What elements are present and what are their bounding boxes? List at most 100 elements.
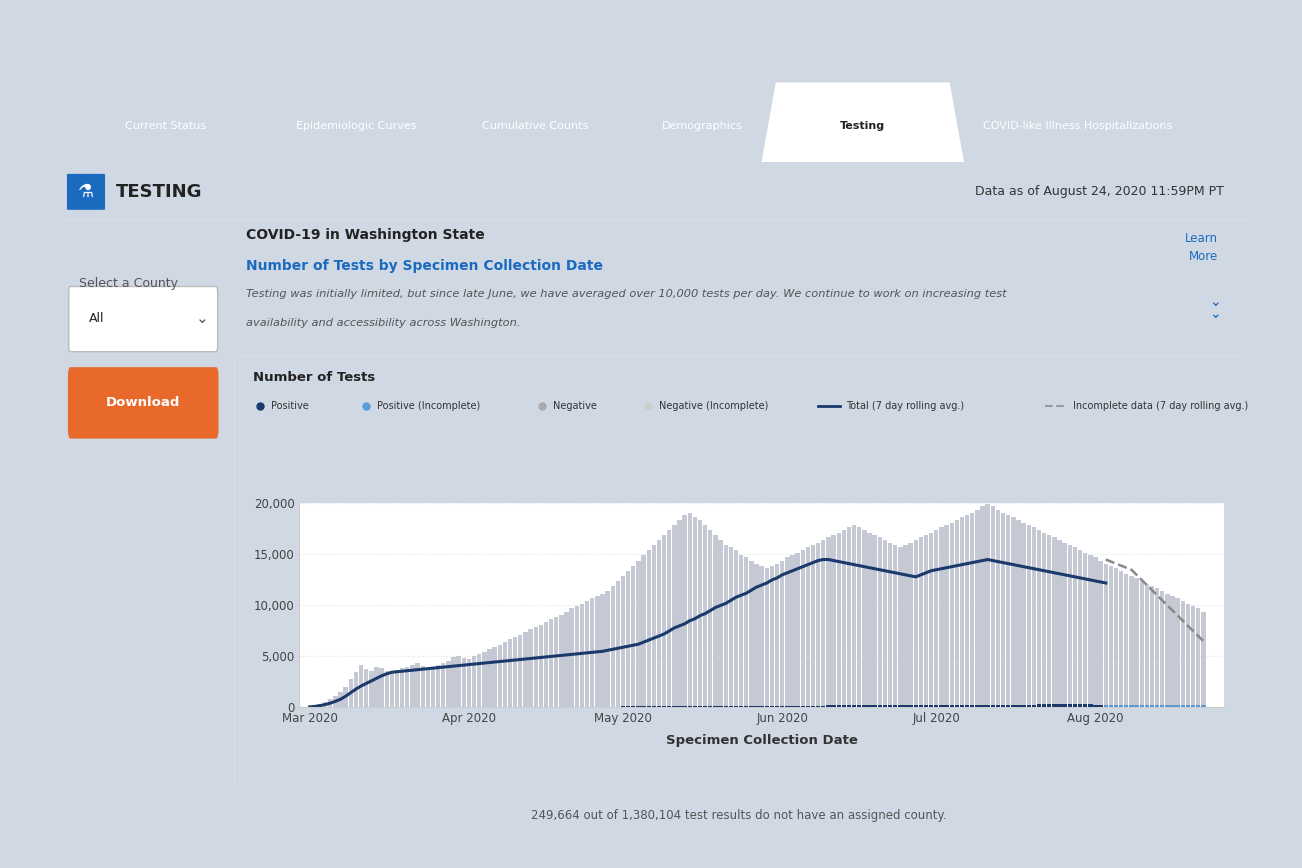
Bar xyxy=(1109,705,1113,707)
Bar xyxy=(836,706,841,707)
Bar xyxy=(1031,527,1036,707)
Bar xyxy=(529,629,533,707)
Bar xyxy=(1150,705,1154,707)
Bar xyxy=(370,671,374,707)
Bar xyxy=(928,533,934,707)
Bar xyxy=(365,668,368,707)
Bar xyxy=(318,704,322,707)
Bar xyxy=(1160,591,1164,707)
Text: Negative (Incomplete): Negative (Incomplete) xyxy=(659,401,768,411)
Bar xyxy=(1088,556,1092,707)
Bar xyxy=(729,548,733,707)
Bar xyxy=(1202,705,1206,707)
Bar xyxy=(1094,705,1098,707)
Bar xyxy=(436,665,440,707)
Bar xyxy=(939,705,944,707)
Bar xyxy=(811,545,815,707)
Bar xyxy=(564,612,569,707)
Text: Epidemiologic Curves: Epidemiologic Curves xyxy=(297,122,417,131)
Bar xyxy=(333,696,337,707)
Bar xyxy=(703,706,707,707)
Bar xyxy=(852,706,857,707)
Bar xyxy=(487,649,492,707)
Text: Download: Download xyxy=(105,396,181,409)
Bar xyxy=(991,507,995,707)
Bar xyxy=(1197,705,1200,707)
Bar xyxy=(949,705,954,707)
Bar xyxy=(764,706,769,707)
Bar xyxy=(1160,705,1164,707)
Bar xyxy=(349,679,353,707)
Text: Total (7 day rolling avg.): Total (7 day rolling avg.) xyxy=(846,401,963,411)
Bar xyxy=(389,673,395,707)
Bar xyxy=(1052,537,1057,707)
Bar xyxy=(1052,705,1057,707)
Bar xyxy=(996,510,1000,707)
Bar xyxy=(790,706,794,707)
Bar xyxy=(872,535,876,707)
Bar xyxy=(924,535,928,707)
Bar xyxy=(790,556,794,707)
Bar xyxy=(986,504,990,707)
Bar xyxy=(806,706,810,707)
Bar xyxy=(1129,575,1134,707)
Bar xyxy=(457,656,461,707)
Bar xyxy=(344,687,348,707)
Text: Data as of August 24, 2020 11:59PM PT: Data as of August 24, 2020 11:59PM PT xyxy=(975,186,1224,198)
Bar xyxy=(888,705,892,707)
Bar xyxy=(708,706,712,707)
Bar xyxy=(611,586,615,707)
Bar xyxy=(1001,705,1005,707)
Bar xyxy=(544,621,548,707)
Text: Select a County: Select a County xyxy=(79,277,178,290)
Bar xyxy=(883,540,887,707)
Bar xyxy=(1129,705,1134,707)
Bar xyxy=(965,705,969,707)
Bar xyxy=(1155,589,1159,707)
Bar xyxy=(1144,584,1150,707)
FancyBboxPatch shape xyxy=(68,367,219,438)
Bar xyxy=(806,548,810,707)
Bar xyxy=(574,607,579,707)
Bar xyxy=(1155,705,1159,707)
Bar xyxy=(996,705,1000,707)
Bar xyxy=(1001,513,1005,707)
Bar xyxy=(400,667,405,707)
Bar xyxy=(1150,586,1154,707)
Bar xyxy=(1073,548,1077,707)
Bar xyxy=(764,568,769,707)
Bar xyxy=(785,557,789,707)
Bar xyxy=(549,619,553,707)
Bar xyxy=(919,705,923,707)
Bar xyxy=(1124,574,1129,707)
Bar xyxy=(713,706,717,707)
Bar xyxy=(1083,554,1087,707)
Bar xyxy=(749,706,754,707)
Bar xyxy=(497,645,503,707)
Bar xyxy=(1088,705,1092,707)
Text: COVID-like Illness Hospitalizations: COVID-like Illness Hospitalizations xyxy=(983,122,1172,131)
Bar xyxy=(1042,533,1047,707)
Bar xyxy=(590,598,595,707)
FancyBboxPatch shape xyxy=(69,286,217,352)
Bar xyxy=(888,543,892,707)
Bar xyxy=(934,530,939,707)
Bar xyxy=(462,659,466,707)
Bar xyxy=(832,706,836,707)
Bar xyxy=(796,706,799,707)
Bar xyxy=(785,706,789,707)
Bar xyxy=(975,705,979,707)
Text: COVID-19 in Washington State: COVID-19 in Washington State xyxy=(246,228,486,242)
Bar xyxy=(960,516,965,707)
Bar xyxy=(816,706,820,707)
Bar xyxy=(1017,520,1021,707)
Bar xyxy=(827,706,831,707)
Bar xyxy=(1073,705,1077,707)
Text: availability and accessibility across Washington.: availability and accessibility across Wa… xyxy=(246,319,521,328)
Bar xyxy=(339,692,342,707)
Bar xyxy=(928,705,934,707)
Bar xyxy=(1047,705,1052,707)
Bar xyxy=(1006,705,1010,707)
Bar xyxy=(904,545,907,707)
Text: Demographics: Demographics xyxy=(661,122,742,131)
